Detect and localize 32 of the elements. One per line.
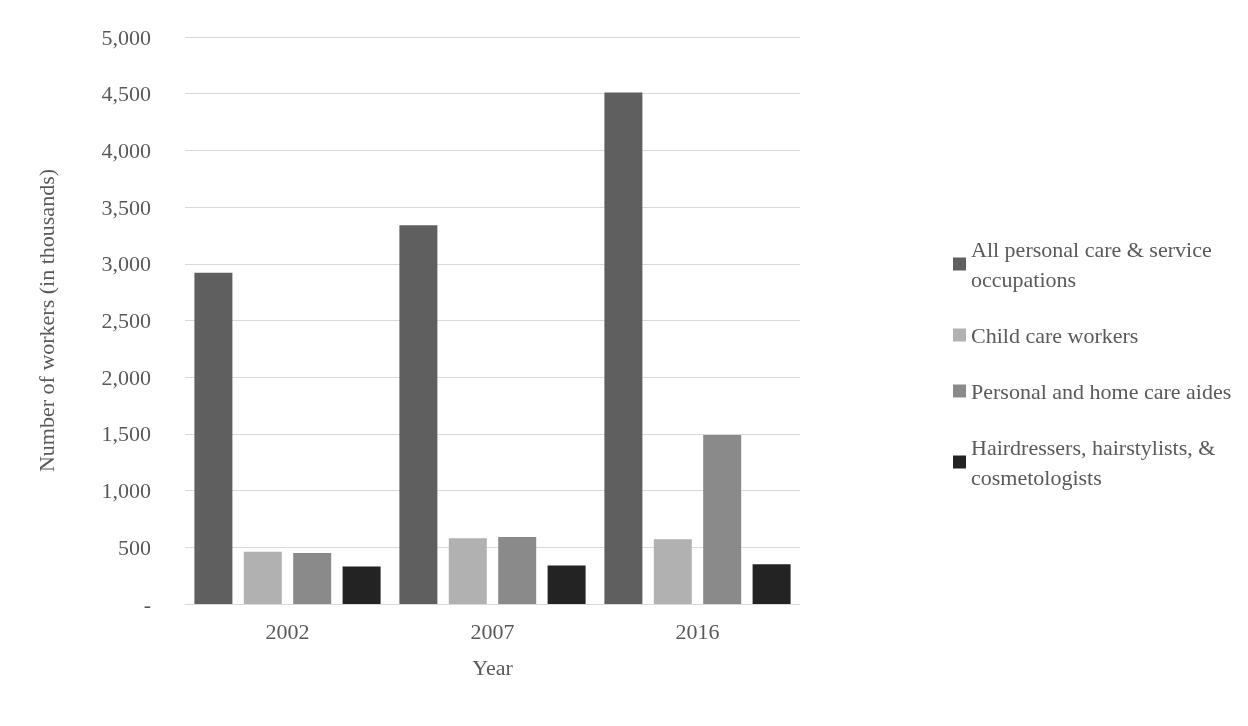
bar <box>547 565 586 604</box>
bar <box>293 552 332 604</box>
y-tick-label: 5,000 <box>101 24 151 50</box>
x-tick-label: 2002 <box>265 618 310 644</box>
bar <box>752 564 791 604</box>
y-axis-title: Number of workers (in thousands) <box>33 168 59 473</box>
y-tick-label: 2,000 <box>101 364 151 390</box>
x-tick-label: 2016 <box>675 618 720 644</box>
legend-label: Hairdressers, hairstylists, & cosmetologists <box>971 434 1221 490</box>
bar <box>604 92 643 604</box>
y-tick-label: 1,500 <box>101 421 151 447</box>
y-tick-label: - <box>143 591 151 617</box>
x-axis-title: Year <box>472 654 514 680</box>
bar <box>399 225 438 604</box>
bar <box>653 539 692 604</box>
legend-label: Personal and home care aides <box>971 378 1232 404</box>
bar <box>498 537 537 604</box>
bar <box>243 551 282 604</box>
legend-label: Child care workers <box>971 322 1139 348</box>
bar <box>342 566 381 604</box>
y-tick-label: 3,500 <box>101 194 151 220</box>
y-tick-label: 4,500 <box>101 81 151 107</box>
bar <box>194 272 233 604</box>
legend-label: All personal care & service occupations <box>971 236 1218 292</box>
bar <box>448 538 487 604</box>
y-tick-label: 3,000 <box>101 251 151 277</box>
y-tick-label: 4,000 <box>101 137 151 163</box>
y-tick-label: 2,500 <box>101 308 151 333</box>
y-tick-label: 500 <box>118 534 151 560</box>
bar <box>703 435 742 604</box>
y-tick-label: 1,000 <box>101 478 151 504</box>
x-tick-label: 2007 <box>470 618 515 644</box>
